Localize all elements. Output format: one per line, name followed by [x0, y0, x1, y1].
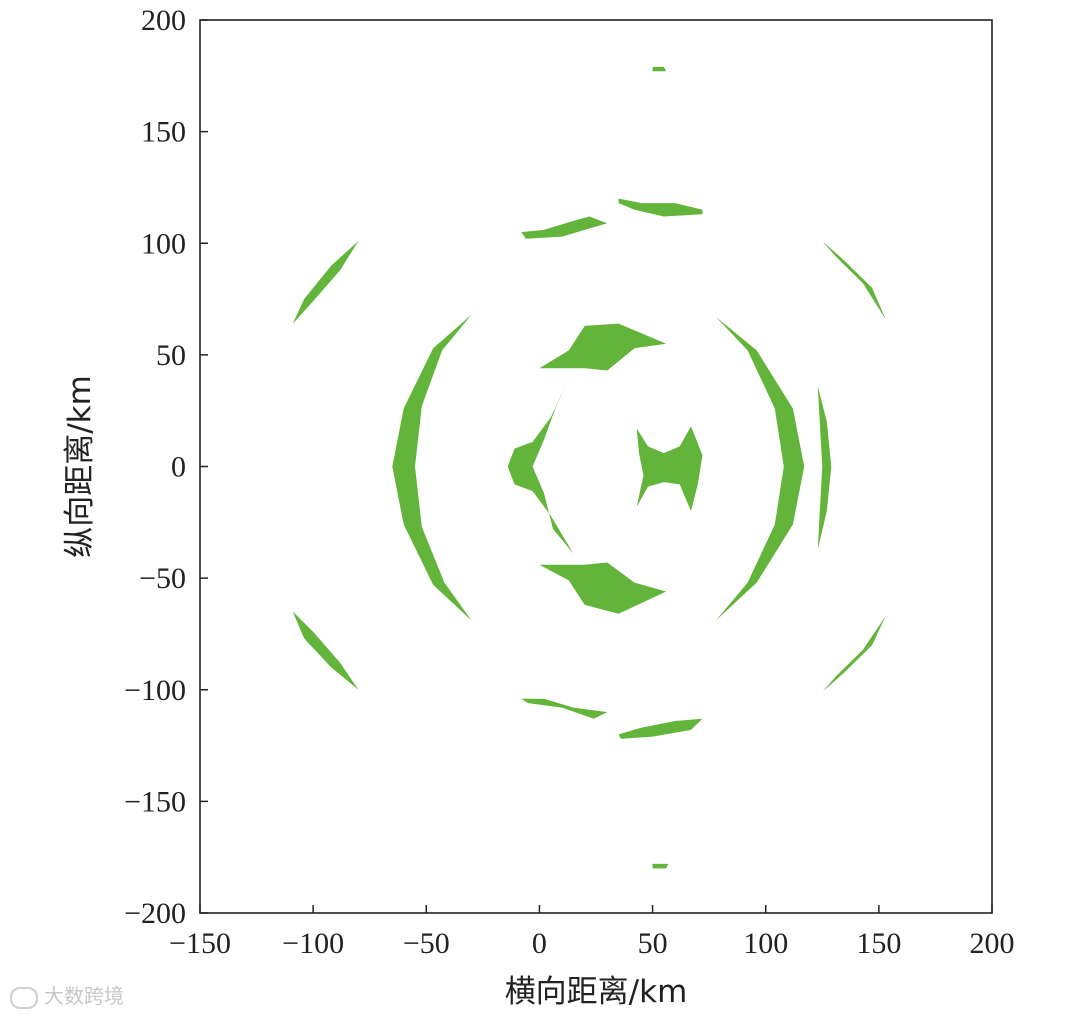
y-tick-label: 50	[156, 339, 186, 372]
region-outer-lr	[822, 616, 886, 692]
y-axis: 200 150 100 50 0 −50 −100 −150 −200	[124, 4, 208, 930]
region-right-arc-outer	[817, 386, 832, 550]
y-tick-label: 200	[141, 4, 186, 37]
x-axis-title: 横向距离/km	[505, 974, 688, 1010]
x-axis: −150 −100 −50 0 50 100 150 200	[169, 905, 1015, 960]
region-central-lobe	[636, 426, 703, 512]
x-tick-label: 0	[532, 927, 547, 960]
region-left-arc	[392, 314, 472, 621]
y-tick-label: −50	[139, 562, 186, 595]
y-tick-label: −150	[124, 785, 186, 818]
region-upper-wing	[539, 323, 667, 371]
watermark-text: 大数跨境	[44, 984, 124, 1008]
region-outer-ur	[822, 241, 886, 320]
y-tick-label: −100	[124, 674, 186, 707]
region-upper-right-small	[618, 198, 703, 217]
x-tick-label: 50	[638, 927, 668, 960]
plot-frame	[199, 19, 993, 914]
data-regions	[292, 66, 886, 869]
region-left-lobe	[507, 383, 574, 554]
x-tick-label: 100	[743, 927, 788, 960]
y-axis-title: 纵向距离/km	[62, 375, 98, 558]
region-lower-right-small	[618, 718, 703, 739]
y-tick-label: −200	[124, 897, 186, 930]
y-tick-label: 0	[171, 451, 186, 484]
watermark-logo-icon	[10, 986, 38, 1009]
x-tick-label: −100	[282, 927, 344, 960]
region-right-arc	[715, 316, 805, 621]
x-tick-label: 150	[856, 927, 901, 960]
region-lower-wing	[539, 562, 667, 614]
y-tick-label: 100	[141, 227, 186, 260]
watermark: 大数跨境	[10, 980, 124, 1009]
region-lower-left-small	[521, 698, 608, 719]
region-bottom-dot	[652, 863, 669, 869]
region-outer-ll	[292, 611, 359, 690]
region-outer-ul	[292, 241, 359, 324]
x-tick-label: 200	[970, 927, 1015, 960]
x-tick-label: −150	[169, 927, 231, 960]
x-tick-label: −50	[403, 927, 450, 960]
region-top-dot	[652, 66, 667, 72]
region-upper-left-small	[521, 216, 608, 239]
y-tick-label: 150	[141, 116, 186, 149]
